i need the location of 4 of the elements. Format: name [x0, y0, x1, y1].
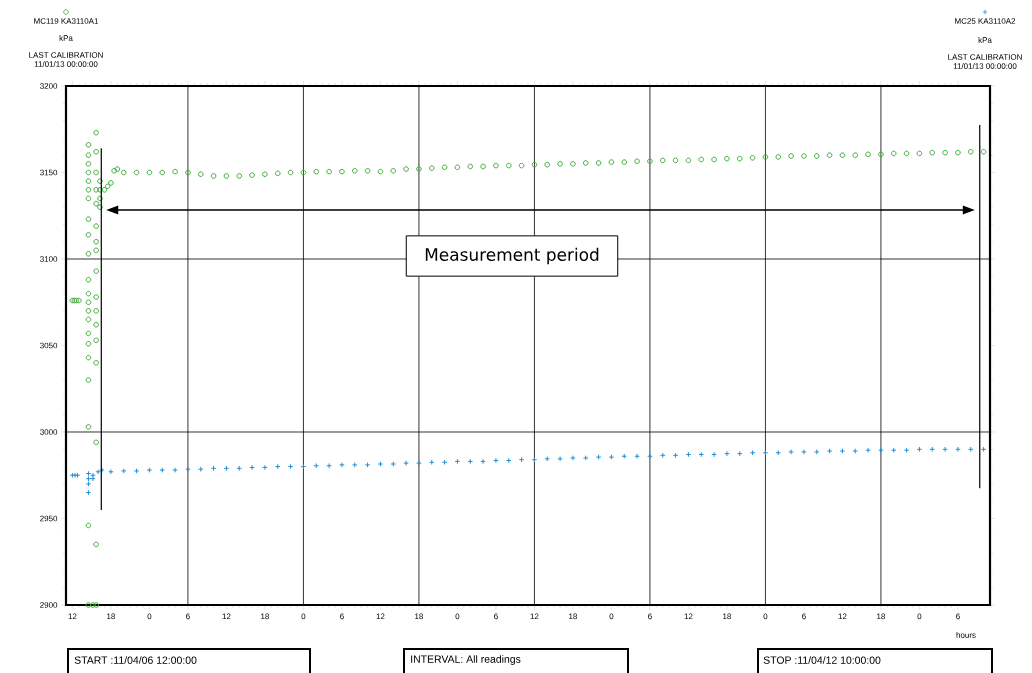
text: START :11/04/06 12:00:00	[74, 656, 197, 664]
annotation: Measurement period	[425, 247, 599, 265]
text: INTERVAL: All readings	[411, 655, 521, 665]
text: STOP :11/04/12 10:00:00	[763, 656, 881, 664]
